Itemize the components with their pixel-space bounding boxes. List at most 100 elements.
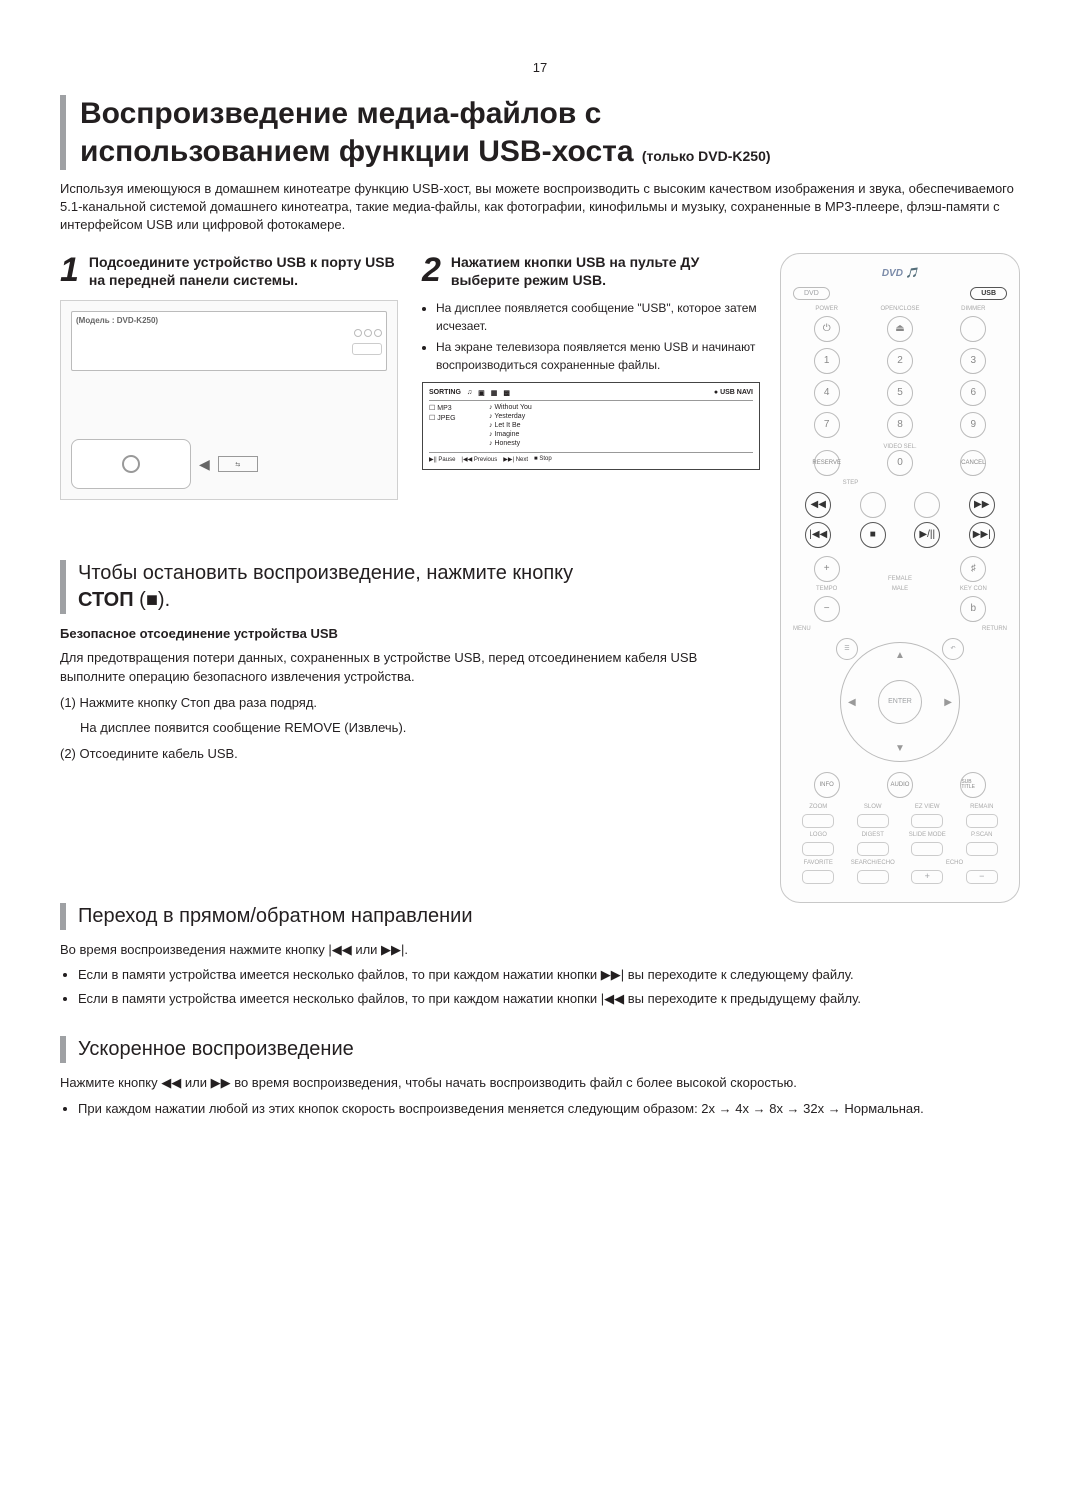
left-button[interactable]: ◀ <box>848 697 856 708</box>
favorite-label: FAVORITE <box>804 860 833 866</box>
remote-control: DVD 🎵 DVD USB POWER OPEN/CLOSE DIMMER ⏻ … <box>780 253 1020 903</box>
female-label: FEMALE <box>888 576 912 582</box>
slidemode-label: SLIDE MODE <box>909 832 946 838</box>
next-button[interactable]: ▶▶| <box>969 522 995 548</box>
intro-paragraph: Используя имеющуюся в домашнем кинотеатр… <box>60 180 1020 235</box>
remote-logo: DVD 🎵 <box>793 268 1007 279</box>
power-button[interactable]: ⏻ <box>814 316 840 342</box>
ezview-label: EZ VIEW <box>915 804 940 810</box>
num-7-button[interactable]: 7 <box>814 412 840 438</box>
return-label: RETURN <box>982 626 1007 632</box>
sorting-label: SORTING <box>429 389 461 397</box>
num-0-button[interactable]: 0 <box>887 450 913 476</box>
sharp-button[interactable]: ♯ <box>960 556 986 582</box>
usb-navi-screen: SORTING ♫ ▣ ▦ ▩ ● USB NAVI ☐ MP3 ☐ JPEG <box>422 382 760 470</box>
num-3-button[interactable]: 3 <box>960 348 986 374</box>
num-6-button[interactable]: 6 <box>960 380 986 406</box>
skip-p1: Во время воспроизведения нажмите кнопку … <box>60 940 1020 960</box>
slow-label: SLOW <box>864 804 882 810</box>
fast-section: Ускоренное воспроизведение Нажмите кнопк… <box>60 1036 1020 1118</box>
foot-pause: ▶|| Pause <box>429 456 455 463</box>
right-button[interactable]: ▶ <box>944 697 952 708</box>
title-line2-main: использованием функции USB-хоста <box>80 135 634 168</box>
slidemode-button[interactable] <box>911 842 943 856</box>
minus-button[interactable]: − <box>814 596 840 622</box>
step2-bullets: На дисплее появляется сообщение "USB", к… <box>422 300 760 374</box>
stop-button[interactable]: ■ <box>860 522 886 548</box>
dvd-player-illustration: (Модель : DVD-K250) <box>71 311 387 371</box>
dpad: ☰ ↶ ▲ ▼ ◀ ▶ ENTER <box>840 642 960 762</box>
digest-button[interactable] <box>857 842 889 856</box>
search-button[interactable] <box>857 870 889 884</box>
file-item: ♪ Honesty <box>489 440 753 447</box>
step-1: 1 Подсоедините устройство USB к порту US… <box>60 253 398 501</box>
reserve-button[interactable]: RESERVE <box>814 450 840 476</box>
skip-bullet-1: Если в памяти устройства имеется несколь… <box>78 965 1020 985</box>
play-pause-button[interactable]: ▶/|| <box>914 522 940 548</box>
num-1-button[interactable]: 1 <box>814 348 840 374</box>
skip-bullet-2: Если в памяти устройства имеется несколь… <box>78 989 1020 1009</box>
step-label: STEP <box>843 480 859 486</box>
skip-section: Переход в прямом/обратном направлении Во… <box>60 903 1020 1009</box>
foot-prev: |◀◀ Previous <box>461 456 497 463</box>
open-label: OPEN/CLOSE <box>880 306 919 312</box>
safe-remove-p2: (1) Нажмите кнопку Стоп два раза подряд. <box>60 693 760 713</box>
remain-button[interactable] <box>966 814 998 828</box>
mp3-player-illustration <box>71 439 191 489</box>
repeat-button[interactable] <box>914 492 940 518</box>
step-button[interactable] <box>860 492 886 518</box>
eject-button[interactable]: ⏏ <box>887 316 913 342</box>
prev-button[interactable]: |◀◀ <box>805 522 831 548</box>
b-button[interactable]: b <box>960 596 986 622</box>
plus-button[interactable]: + <box>814 556 840 582</box>
pscan-label: P.SCAN <box>971 832 993 838</box>
audio-button[interactable]: AUDIO <box>887 772 913 798</box>
subtitle-button[interactable]: SUB TITLE <box>960 772 986 798</box>
zoom-button[interactable] <box>802 814 834 828</box>
sort-icon: ♫ <box>467 389 472 397</box>
dvd-mode-button[interactable]: DVD <box>793 287 830 300</box>
echo-label: ECHO <box>946 860 963 866</box>
sort-icon: ▩ <box>503 389 510 397</box>
dimmer-button[interactable] <box>960 316 986 342</box>
fast-bullet-1: При каждом нажатии любой из этих кнопок … <box>78 1099 1020 1119</box>
safe-remove-p1: Для предотвращения потери данных, сохран… <box>60 648 760 687</box>
menu-button[interactable]: ☰ <box>836 638 858 660</box>
echo-minus-button[interactable]: − <box>966 870 998 884</box>
num-4-button[interactable]: 4 <box>814 380 840 406</box>
step2-bullet-2: На экране телевизора появляется меню USB… <box>436 339 760 374</box>
title-line2-sub: (только DVD-K250) <box>642 148 771 164</box>
step2-text: Нажатием кнопки USB на пульте ДУ выберит… <box>451 253 760 291</box>
remain-label: REMAIN <box>970 804 993 810</box>
fast-title: Ускоренное воспроизведение <box>60 1036 1020 1063</box>
enter-button[interactable]: ENTER <box>878 680 922 724</box>
ezview-button[interactable] <box>911 814 943 828</box>
return-button[interactable]: ↶ <box>942 638 964 660</box>
fast-p1: Нажмите кнопку ◀◀ или ▶▶ во время воспро… <box>60 1073 1020 1093</box>
down-button[interactable]: ▼ <box>895 743 905 754</box>
fastforward-button[interactable]: ▶▶ <box>969 492 995 518</box>
slow-button[interactable] <box>857 814 889 828</box>
logo-button[interactable] <box>802 842 834 856</box>
num-2-button[interactable]: 2 <box>887 348 913 374</box>
num-5-button[interactable]: 5 <box>887 380 913 406</box>
num-8-button[interactable]: 8 <box>887 412 913 438</box>
file-item: ♪ Yesterday <box>489 413 753 420</box>
echo-plus-button[interactable]: + <box>911 870 943 884</box>
num-9-button[interactable]: 9 <box>960 412 986 438</box>
favorite-button[interactable] <box>802 870 834 884</box>
foot-stop: ■ Stop <box>534 456 552 463</box>
skip-title: Переход в прямом/обратном направлении <box>60 903 1020 930</box>
usb-navi-label: ● USB NAVI <box>714 389 753 397</box>
male-label: MALE <box>892 586 908 592</box>
safe-remove-heading: Безопасное отсоединение устройства USB <box>60 624 760 644</box>
rewind-button[interactable]: ◀◀ <box>805 492 831 518</box>
cancel-button[interactable]: CANCEL <box>960 450 986 476</box>
info-button[interactable]: INFO <box>814 772 840 798</box>
usb-mode-button[interactable]: USB <box>970 287 1007 300</box>
up-button[interactable]: ▲ <box>895 650 905 661</box>
stop-section: Чтобы остановить воспроизведение, нажмит… <box>60 560 760 763</box>
zoom-label: ZOOM <box>809 804 827 810</box>
pscan-button[interactable] <box>966 842 998 856</box>
remote-column: DVD 🎵 DVD USB POWER OPEN/CLOSE DIMMER ⏻ … <box>780 253 1020 903</box>
